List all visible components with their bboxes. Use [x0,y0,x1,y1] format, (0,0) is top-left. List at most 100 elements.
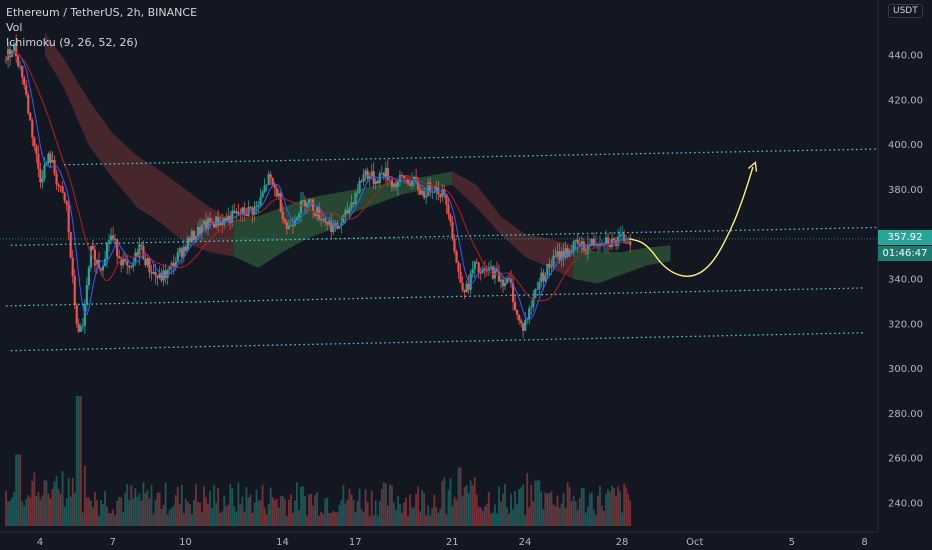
candle-body [93,249,97,266]
volume-bar [138,493,141,526]
candle-body [114,239,117,241]
y-tick-label: 300.00 [888,364,923,375]
candle-body [360,180,363,182]
volume-bar [522,484,525,526]
candle-body [57,184,60,187]
volume-bar [172,505,175,526]
volume-bar [261,484,264,526]
candle-body [356,191,359,194]
candle-body [538,282,541,289]
candle-body [419,189,422,195]
volume-bar [411,507,413,526]
volume-bar [397,495,399,526]
candle-body [475,261,478,263]
volume-bar [124,492,127,526]
candle-body [31,120,34,138]
volume-bar [506,507,508,526]
volume-bar [407,515,409,526]
y-tick-label: 240.00 [888,499,923,510]
candle-body [217,216,220,226]
channel-line [64,148,877,166]
candle-body [580,241,583,247]
channel-line [10,332,865,352]
volume-bar [346,499,349,526]
volume-bar [132,498,135,526]
volume-bar [77,396,80,526]
candle-body [625,242,628,244]
candle-body [271,178,274,185]
candle-body [299,200,303,214]
candle-body [372,171,375,185]
candle-body [410,180,414,186]
candle-body [612,238,616,241]
volume-bar [283,498,286,526]
candle-body [249,206,252,209]
volume-bar [231,488,234,526]
volume-bar [550,491,553,526]
volume-bar [483,506,486,526]
y-tick-label: 280.00 [888,409,923,420]
volume-bar [211,507,213,526]
candle-body [196,226,200,237]
candle-body [491,266,494,279]
volume-bar [114,514,117,526]
volume-bar [21,501,24,526]
candle-body [168,266,171,270]
candle-body [619,234,622,237]
volume-bar [55,476,58,526]
volume-bar [336,512,339,526]
candle-body [499,279,503,282]
candle-body [89,245,92,268]
volume-bar [520,487,523,526]
candle-body [524,320,527,331]
volume-bar [136,496,139,526]
volume-bar [134,488,137,526]
candle-body [35,146,38,155]
candle-body [522,323,525,331]
volume-bar [405,497,407,526]
candle-body [455,251,458,263]
volume-bar [566,481,569,526]
volume-bar [354,512,357,526]
volume-bar [459,467,462,526]
volume-bar [594,515,597,526]
volume-bar [564,508,567,526]
volume-bar [195,484,197,526]
candle-body [457,262,460,272]
volume-bar [241,496,244,526]
candle-body [621,234,624,236]
ichimoku-indicator-label[interactable]: Ichimoku (9, 26, 52, 26) [6,36,138,49]
candle-body [332,225,335,232]
volume-bar [334,512,337,526]
candle-body [124,259,127,262]
candle-body [257,205,260,207]
volume-bar [413,507,415,526]
volume-indicator-label[interactable]: Vol [6,21,23,34]
volume-bar [611,486,613,526]
candle-body [338,225,341,229]
candle-body [309,199,313,201]
candle-body [582,241,585,250]
volume-bar [130,484,133,526]
volume-bar [364,489,367,526]
candle-body [77,323,80,332]
currency-badge[interactable]: USDT [888,4,923,18]
volume-bar [180,484,183,526]
volume-bar [556,495,559,526]
candle-body [118,256,121,259]
candle-body [263,185,266,193]
candle-body [174,261,177,268]
volume-bar [243,511,246,526]
candle-body [562,251,565,258]
candle-body [45,163,48,165]
candle-body [130,266,133,268]
candle-body [295,217,299,221]
symbol-title[interactable]: Ethereum / TetherUS, 2h, BINANCE [6,6,198,19]
volume-bar [225,506,228,526]
volume-bar [81,512,84,526]
volume-bar [314,495,317,526]
volume-bar [427,505,430,526]
volume-bar [235,511,238,526]
candle-body [4,59,8,61]
